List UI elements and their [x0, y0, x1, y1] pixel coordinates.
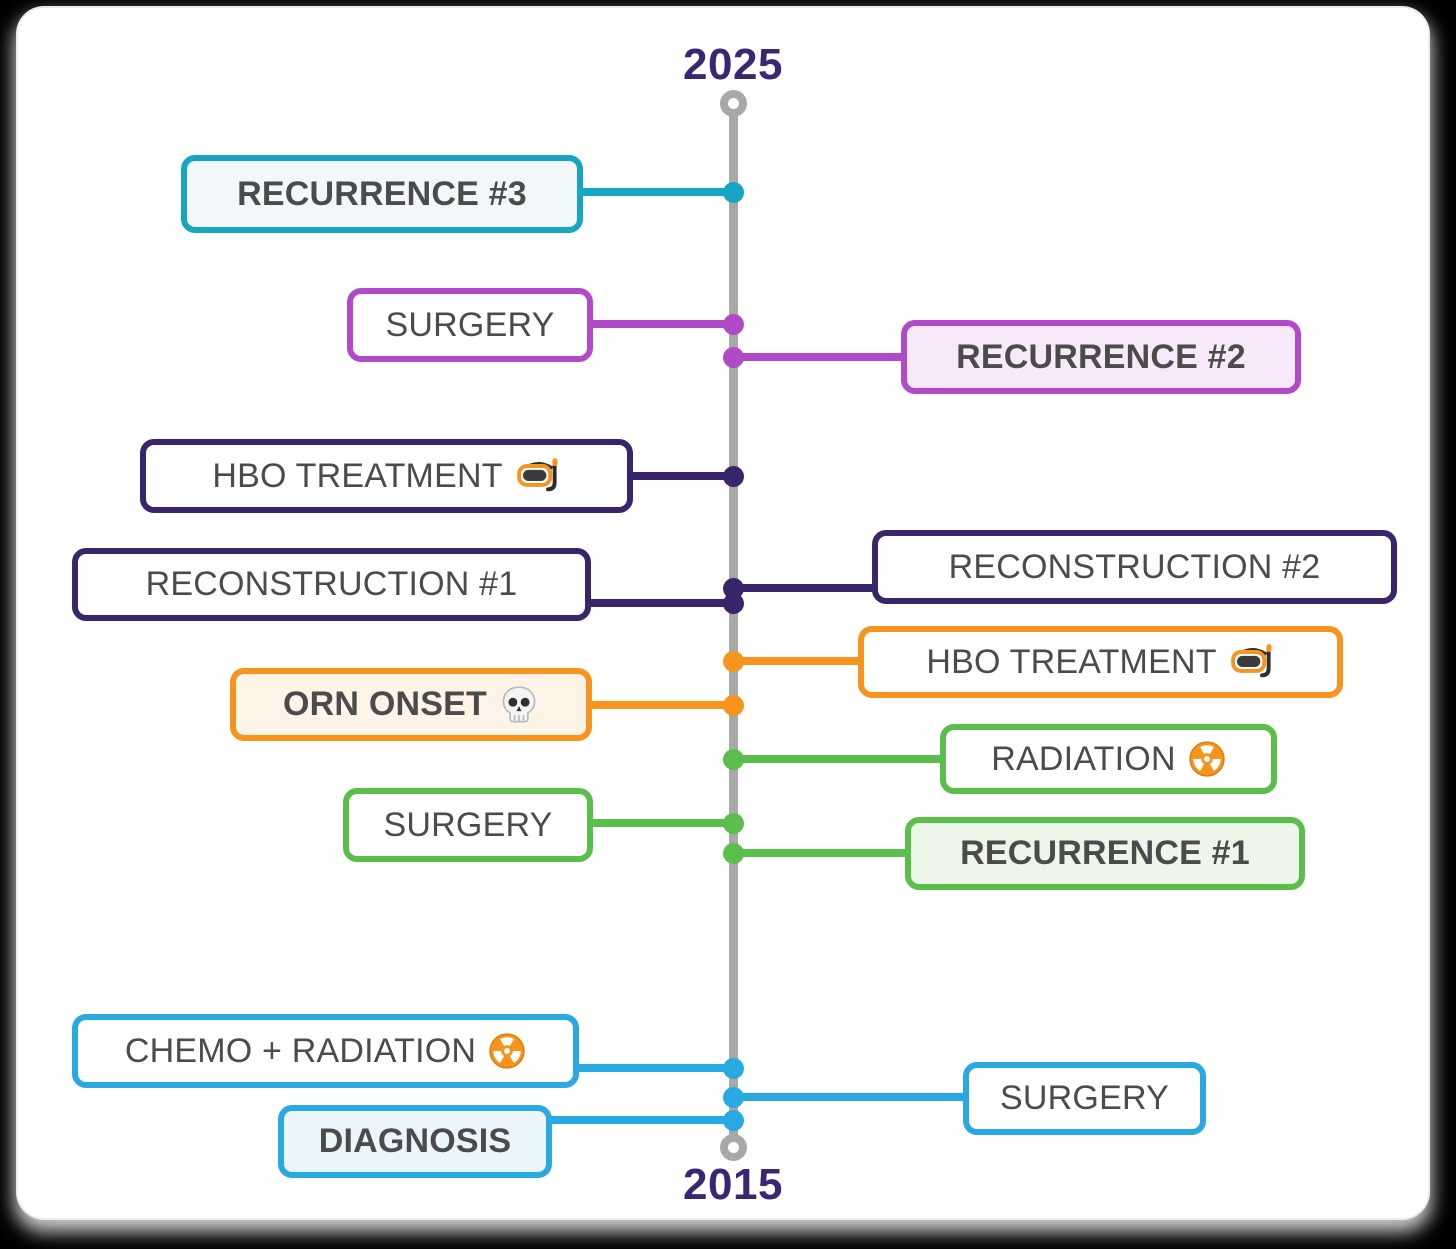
- event-label: RECURRENCE #3: [237, 174, 527, 213]
- event-box-orn-onset: ORN ONSET: [230, 668, 592, 741]
- timeline-dot-recurrence-2: [723, 346, 744, 368]
- event-label: RECURRENCE #1: [960, 834, 1250, 872]
- year-label-bottom: 2015: [683, 1160, 783, 1209]
- connector-surgery-initial: [733, 1093, 969, 1101]
- event-box-chemo-radiation: CHEMO + RADIATION: [72, 1014, 579, 1088]
- connector-recurrence-2: [733, 353, 907, 361]
- timeline-axis: [729, 103, 738, 1148]
- radiation-emoji-icon: [1188, 740, 1226, 778]
- event-label: SURGERY: [383, 805, 553, 844]
- event-label: SURGERY: [1000, 1079, 1169, 1117]
- connector-chemo-radiation: [573, 1064, 734, 1072]
- event-label: RECONSTRUCTION #1: [145, 565, 518, 603]
- timeline-dot-surgery-initial: [723, 1086, 744, 1108]
- timeline-dot-recurrence-3: [723, 181, 744, 203]
- connector-reconstruction-2: [733, 584, 878, 592]
- event-label: SURGERY: [385, 305, 555, 344]
- event-box-surgery-recurrence-1: SURGERY: [343, 788, 593, 862]
- radiation-emoji-icon: [488, 1032, 526, 1070]
- event-box-radiation: RADIATION: [940, 724, 1277, 794]
- timeline-dot-orn-onset: [723, 694, 744, 716]
- timeline-dot-radiation: [723, 748, 744, 770]
- event-label: RECONSTRUCTION #2: [948, 547, 1321, 586]
- event-box-hbo-treatment-1: HBO TREATMENT: [858, 626, 1343, 698]
- connector-recurrence-1: [733, 849, 911, 857]
- timeline-dot-surgery-recurrence-1: [723, 812, 744, 834]
- connector-diagnosis: [546, 1116, 734, 1124]
- timeline-dot-surgery-recurrence-2: [723, 313, 744, 335]
- event-box-surgery-initial: SURGERY: [963, 1062, 1206, 1135]
- event-label: RADIATION: [991, 739, 1176, 778]
- event-box-recurrence-1: RECURRENCE #1: [905, 817, 1305, 890]
- event-box-surgery-recurrence-2: SURGERY: [347, 288, 593, 362]
- timeline-dot-hbo-treatment-2: [723, 465, 744, 487]
- event-label: CHEMO + RADIATION: [124, 1031, 477, 1070]
- axis-endpoint-top-icon: [720, 90, 747, 117]
- event-label: RECURRENCE #2: [956, 337, 1246, 376]
- event-box-diagnosis: DIAGNOSIS: [278, 1105, 552, 1178]
- diving-mask-emoji-icon: [1229, 642, 1275, 682]
- event-box-hbo-treatment-2: HBO TREATMENT: [140, 439, 633, 513]
- connector-surgery-recurrence-1: [587, 819, 734, 827]
- connector-hbo-treatment-1: [733, 657, 864, 665]
- skull-emoji-icon: [499, 685, 539, 725]
- connector-recurrence-3: [577, 188, 734, 196]
- connector-hbo-treatment-2: [627, 472, 734, 480]
- timeline-dot-hbo-treatment-1: [723, 650, 744, 672]
- connector-orn-onset: [586, 701, 734, 709]
- event-label: DIAGNOSIS: [318, 1122, 512, 1160]
- connector-surgery-recurrence-2: [587, 320, 734, 328]
- timeline-dot-reconstruction-1: [723, 592, 744, 614]
- connector-radiation: [733, 755, 946, 763]
- event-box-reconstruction-2: RECONSTRUCTION #2: [872, 530, 1397, 604]
- timeline-dot-diagnosis: [723, 1109, 744, 1131]
- event-box-reconstruction-1: RECONSTRUCTION #1: [72, 548, 591, 621]
- event-label: ORN ONSET: [283, 685, 487, 723]
- timeline-dot-recurrence-1: [723, 842, 744, 864]
- event-box-recurrence-2: RECURRENCE #2: [901, 320, 1301, 394]
- event-box-recurrence-3: RECURRENCE #3: [181, 155, 583, 233]
- event-label: HBO TREATMENT: [926, 642, 1217, 681]
- axis-endpoint-bottom-icon: [720, 1134, 747, 1161]
- connector-reconstruction-1: [585, 599, 734, 607]
- diving-mask-emoji-icon: [515, 456, 561, 496]
- timeline-dot-chemo-radiation: [723, 1057, 744, 1079]
- event-label: HBO TREATMENT: [212, 456, 503, 495]
- year-label-top: 2025: [683, 40, 783, 89]
